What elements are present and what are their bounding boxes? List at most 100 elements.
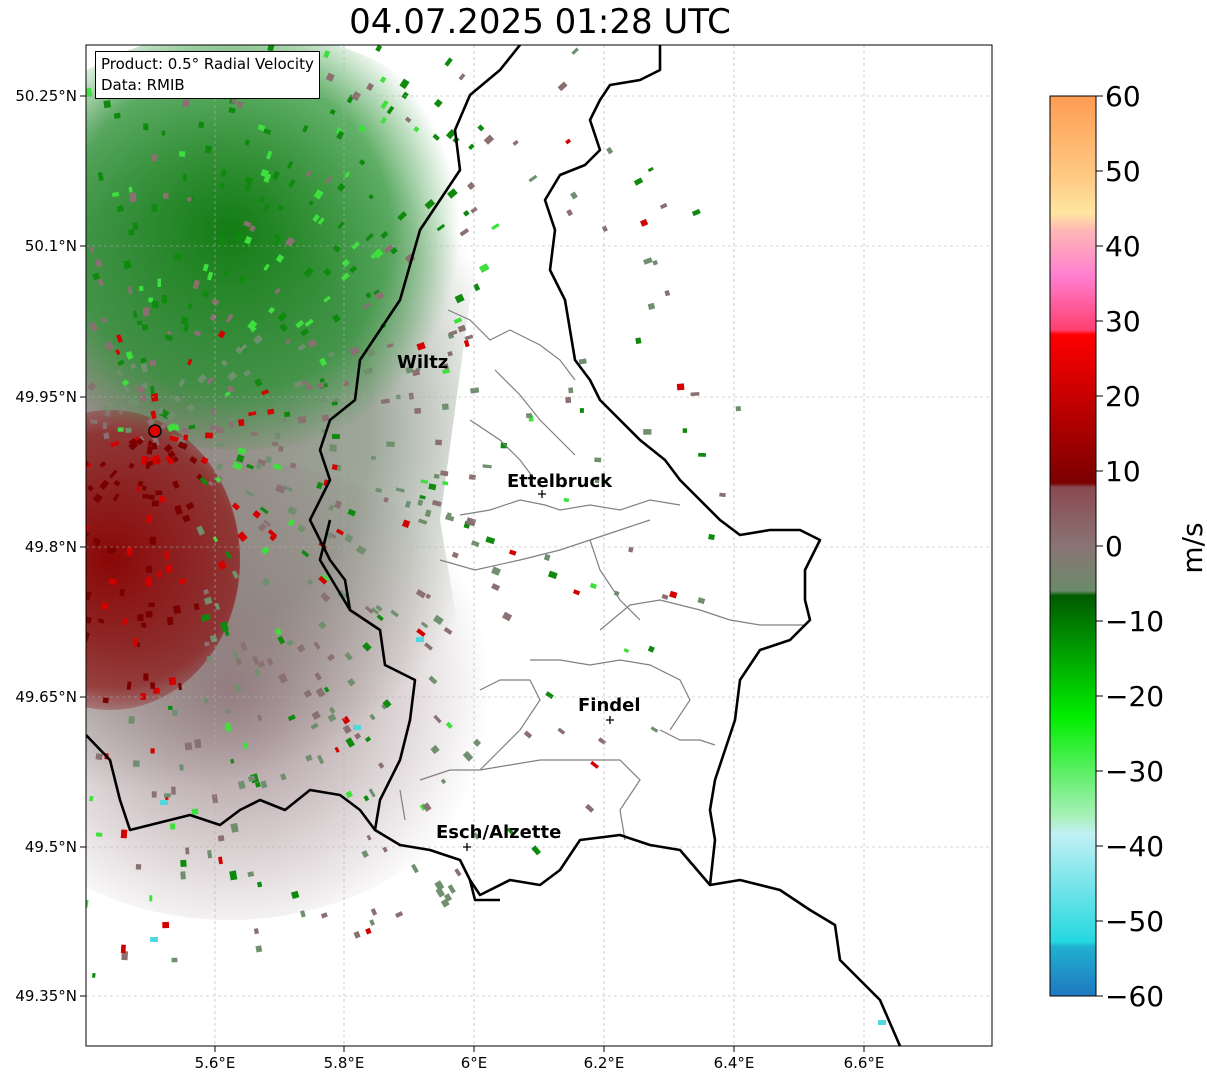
lon-tick-label: 6°E (461, 1054, 488, 1072)
echo-pixel (125, 427, 132, 433)
echo-pixel (243, 220, 252, 228)
echo-pixel (142, 307, 150, 317)
echo-pixel (167, 616, 174, 626)
echo-pixel (328, 706, 336, 714)
echo-pixel (252, 510, 261, 519)
echo-pixel (285, 236, 296, 248)
echo-pixel (226, 384, 235, 394)
echo-pixel (273, 233, 282, 241)
echo-pixel (204, 613, 211, 621)
echo-pixel (453, 317, 463, 324)
echo-pixel (135, 485, 141, 493)
echo-pixel (447, 351, 453, 357)
echo-pixel (252, 655, 260, 666)
echo-pixel (316, 754, 325, 765)
echo-pixel (180, 859, 187, 868)
echo-pixel (149, 895, 153, 902)
echo-pixel (369, 713, 376, 721)
echo-pixel (157, 278, 162, 288)
echo-pixel (423, 642, 433, 651)
echo-pixel (263, 172, 272, 183)
echo-pixel (180, 871, 186, 880)
echo-pixel (376, 614, 384, 622)
echo-pixel (349, 346, 361, 357)
echo-pixel (260, 546, 270, 555)
echo-pixel (417, 518, 428, 525)
echo-pixel (167, 450, 176, 459)
echo-pixel (361, 850, 369, 858)
echo-pixel (212, 536, 219, 543)
echo-pixel (179, 578, 186, 585)
echo-pixel (182, 173, 188, 182)
echo-pixel (491, 583, 501, 591)
echo-field-red (86, 410, 240, 710)
echo-pixel (353, 725, 361, 730)
echo-pixel (491, 223, 500, 231)
echo-pixel (132, 760, 140, 767)
echo-pixel (585, 803, 595, 813)
echo-pixel (272, 463, 282, 471)
echo-pixel (295, 319, 305, 329)
echo-pixel (390, 609, 399, 618)
echo-pixel (165, 334, 172, 340)
echo-pixel (349, 265, 358, 274)
echo-pixel (260, 780, 268, 789)
echo-pixel (286, 639, 294, 647)
echo-pixel (139, 393, 147, 403)
echo-pixel (424, 199, 436, 210)
echo-pixel (470, 206, 478, 214)
echo-pixel (335, 127, 342, 135)
echo-pixel (571, 47, 579, 55)
echo-pixel (138, 285, 144, 292)
lon-tick-label: 6.4°E (714, 1054, 755, 1072)
echo-pixel (650, 726, 659, 733)
echo-pixel (328, 504, 335, 512)
echo-pixel (446, 188, 458, 199)
echo-pixel (162, 192, 169, 199)
echo-pixel (143, 673, 149, 681)
echo-pixel (151, 442, 158, 450)
echo-pixel (442, 480, 449, 486)
echo-pixel (635, 337, 642, 345)
echo-pixel (161, 294, 168, 304)
echo-pixel (192, 279, 200, 290)
echo-pixel (234, 683, 242, 692)
echo-pixel (570, 191, 578, 200)
echo-pixel (146, 514, 153, 523)
echo-pixel (568, 387, 574, 394)
echo-pixel (268, 306, 276, 314)
echo-pixel (205, 432, 213, 439)
echo-pixel (182, 514, 191, 523)
echo-pixel (240, 641, 248, 652)
echo-pixel (331, 313, 341, 323)
echo-pixel (263, 263, 270, 271)
echo-pixel (563, 497, 570, 503)
echo-pixel (127, 550, 133, 557)
echo-pixel (342, 724, 352, 735)
echo-pixel (179, 764, 184, 771)
echo-pixel (266, 150, 273, 160)
echo-pixel (345, 737, 355, 748)
echo-pixel (263, 128, 272, 135)
echo-pixel (380, 398, 390, 405)
lat-tick-label: 49.95°N (15, 388, 77, 406)
echo-pixel (171, 786, 176, 795)
echo-pixel (185, 501, 195, 510)
ettelbruck-marker (538, 490, 546, 498)
echo-pixel (261, 577, 271, 587)
echo-pixel (187, 196, 192, 202)
echo-pixel (113, 112, 121, 119)
echo-pixel (103, 100, 112, 109)
echo-pixel (151, 154, 157, 162)
echo-pixel (165, 454, 176, 466)
esch-marker (463, 843, 471, 851)
echo-pixel (297, 343, 306, 352)
echo-pixel (89, 245, 95, 254)
echo-pixel (237, 780, 246, 790)
echo-pixel (443, 893, 453, 902)
echo-pixel (128, 186, 133, 193)
echo-pixel (589, 582, 598, 590)
echo-pixel (347, 508, 357, 517)
echo-pixel (323, 295, 331, 303)
echo-pixel (247, 871, 255, 878)
